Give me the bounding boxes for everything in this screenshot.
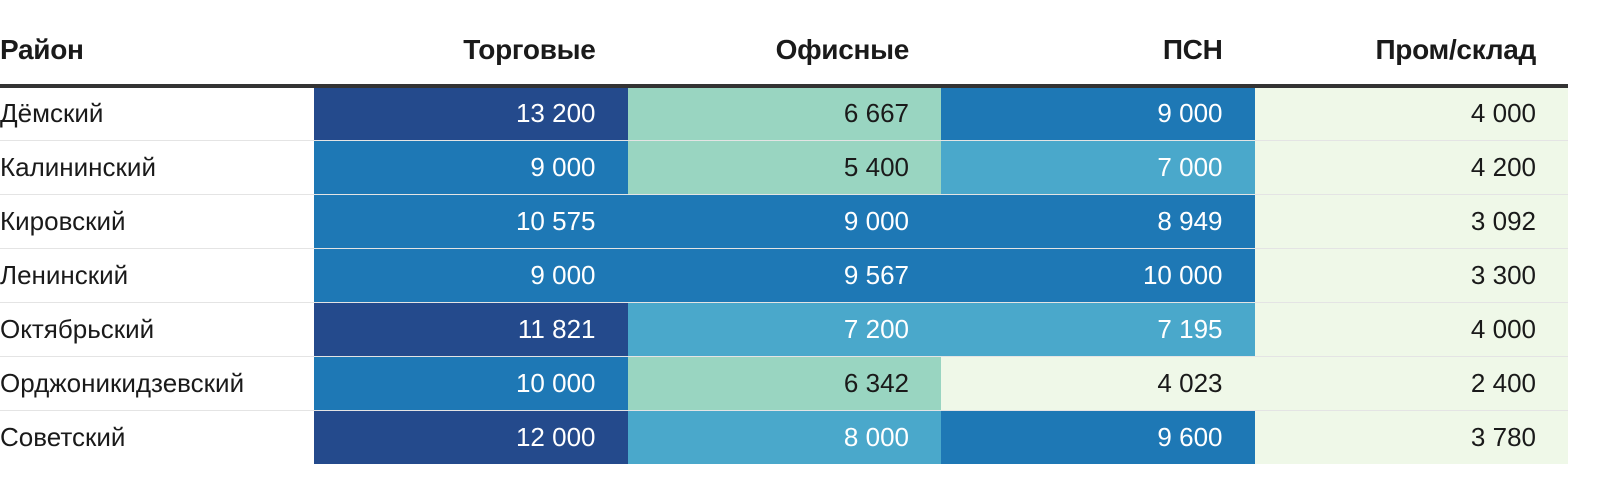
table-row: Октябрьский 11 821 7 200 7 195 4 000 <box>0 302 1568 357</box>
heat-cell: 7 000 <box>941 140 1255 195</box>
district-label: Советский <box>0 410 314 464</box>
district-label: Дёмский <box>0 86 314 141</box>
heat-cell: 10 575 <box>314 194 628 249</box>
heat-cell: 8 949 <box>941 194 1255 249</box>
heat-cell: 9 000 <box>941 86 1255 141</box>
heat-cell: 4 023 <box>941 356 1255 411</box>
heat-cell: 4 000 <box>1254 86 1568 141</box>
heat-cell: 9 000 <box>314 140 628 195</box>
heat-cell: 12 000 <box>314 410 628 464</box>
header-row: Район Торговые Офисные ПСН Пром/склад <box>0 0 1568 88</box>
header-office: Офисные <box>627 0 941 88</box>
table-row: Дёмский 13 200 6 667 9 000 4 000 <box>0 86 1568 141</box>
heat-cell: 9 567 <box>627 248 941 303</box>
header-psn: ПСН <box>941 0 1255 88</box>
heat-cell: 3 780 <box>1254 410 1568 464</box>
heat-cell: 2 400 <box>1254 356 1568 411</box>
heat-cell: 3 092 <box>1254 194 1568 249</box>
table-row: Советский 12 000 8 000 9 600 3 780 <box>0 410 1568 464</box>
heat-cell: 4 200 <box>1254 140 1568 195</box>
table-row: Орджоникидзевский 10 000 6 342 4 023 2 400 <box>0 356 1568 411</box>
district-label: Ленинский <box>0 248 314 303</box>
table-body: Дёмский 13 200 6 667 9 000 4 000 Калининский 9… <box>0 86 1568 464</box>
table-row: Кировский 10 575 9 000 8 949 3 092 <box>0 194 1568 249</box>
header-district: Район <box>0 0 314 88</box>
heat-cell: 8 000 <box>627 410 941 464</box>
heat-cell: 7 200 <box>627 302 941 357</box>
heat-cell: 9 000 <box>314 248 628 303</box>
heat-cell: 6 342 <box>627 356 941 411</box>
header-industrial: Пром/склад <box>1254 0 1568 88</box>
heat-cell: 4 000 <box>1254 302 1568 357</box>
heat-cell: 11 821 <box>314 302 628 357</box>
heatmap-table: Район Торговые Офисные ПСН Пром/склад Дё… <box>0 0 1568 464</box>
district-label: Кировский <box>0 194 314 249</box>
district-label: Орджоникидзевский <box>0 356 314 411</box>
table-row: Калининский 9 000 5 400 7 000 4 200 <box>0 140 1568 195</box>
district-label: Калининский <box>0 140 314 195</box>
heat-cell: 9 000 <box>627 194 941 249</box>
heat-cell: 10 000 <box>314 356 628 411</box>
table-header: Район Торговые Офисные ПСН Пром/склад <box>0 0 1568 88</box>
header-retail: Торговые <box>314 0 628 88</box>
heat-cell: 6 667 <box>627 86 941 141</box>
district-label: Октябрьский <box>0 302 314 357</box>
heat-cell: 10 000 <box>941 248 1255 303</box>
heat-cell: 7 195 <box>941 302 1255 357</box>
heat-cell: 9 600 <box>941 410 1255 464</box>
heat-cell: 13 200 <box>314 86 628 141</box>
heat-cell: 3 300 <box>1254 248 1568 303</box>
heat-cell: 5 400 <box>627 140 941 195</box>
table-row: Ленинский 9 000 9 567 10 000 3 300 <box>0 248 1568 303</box>
